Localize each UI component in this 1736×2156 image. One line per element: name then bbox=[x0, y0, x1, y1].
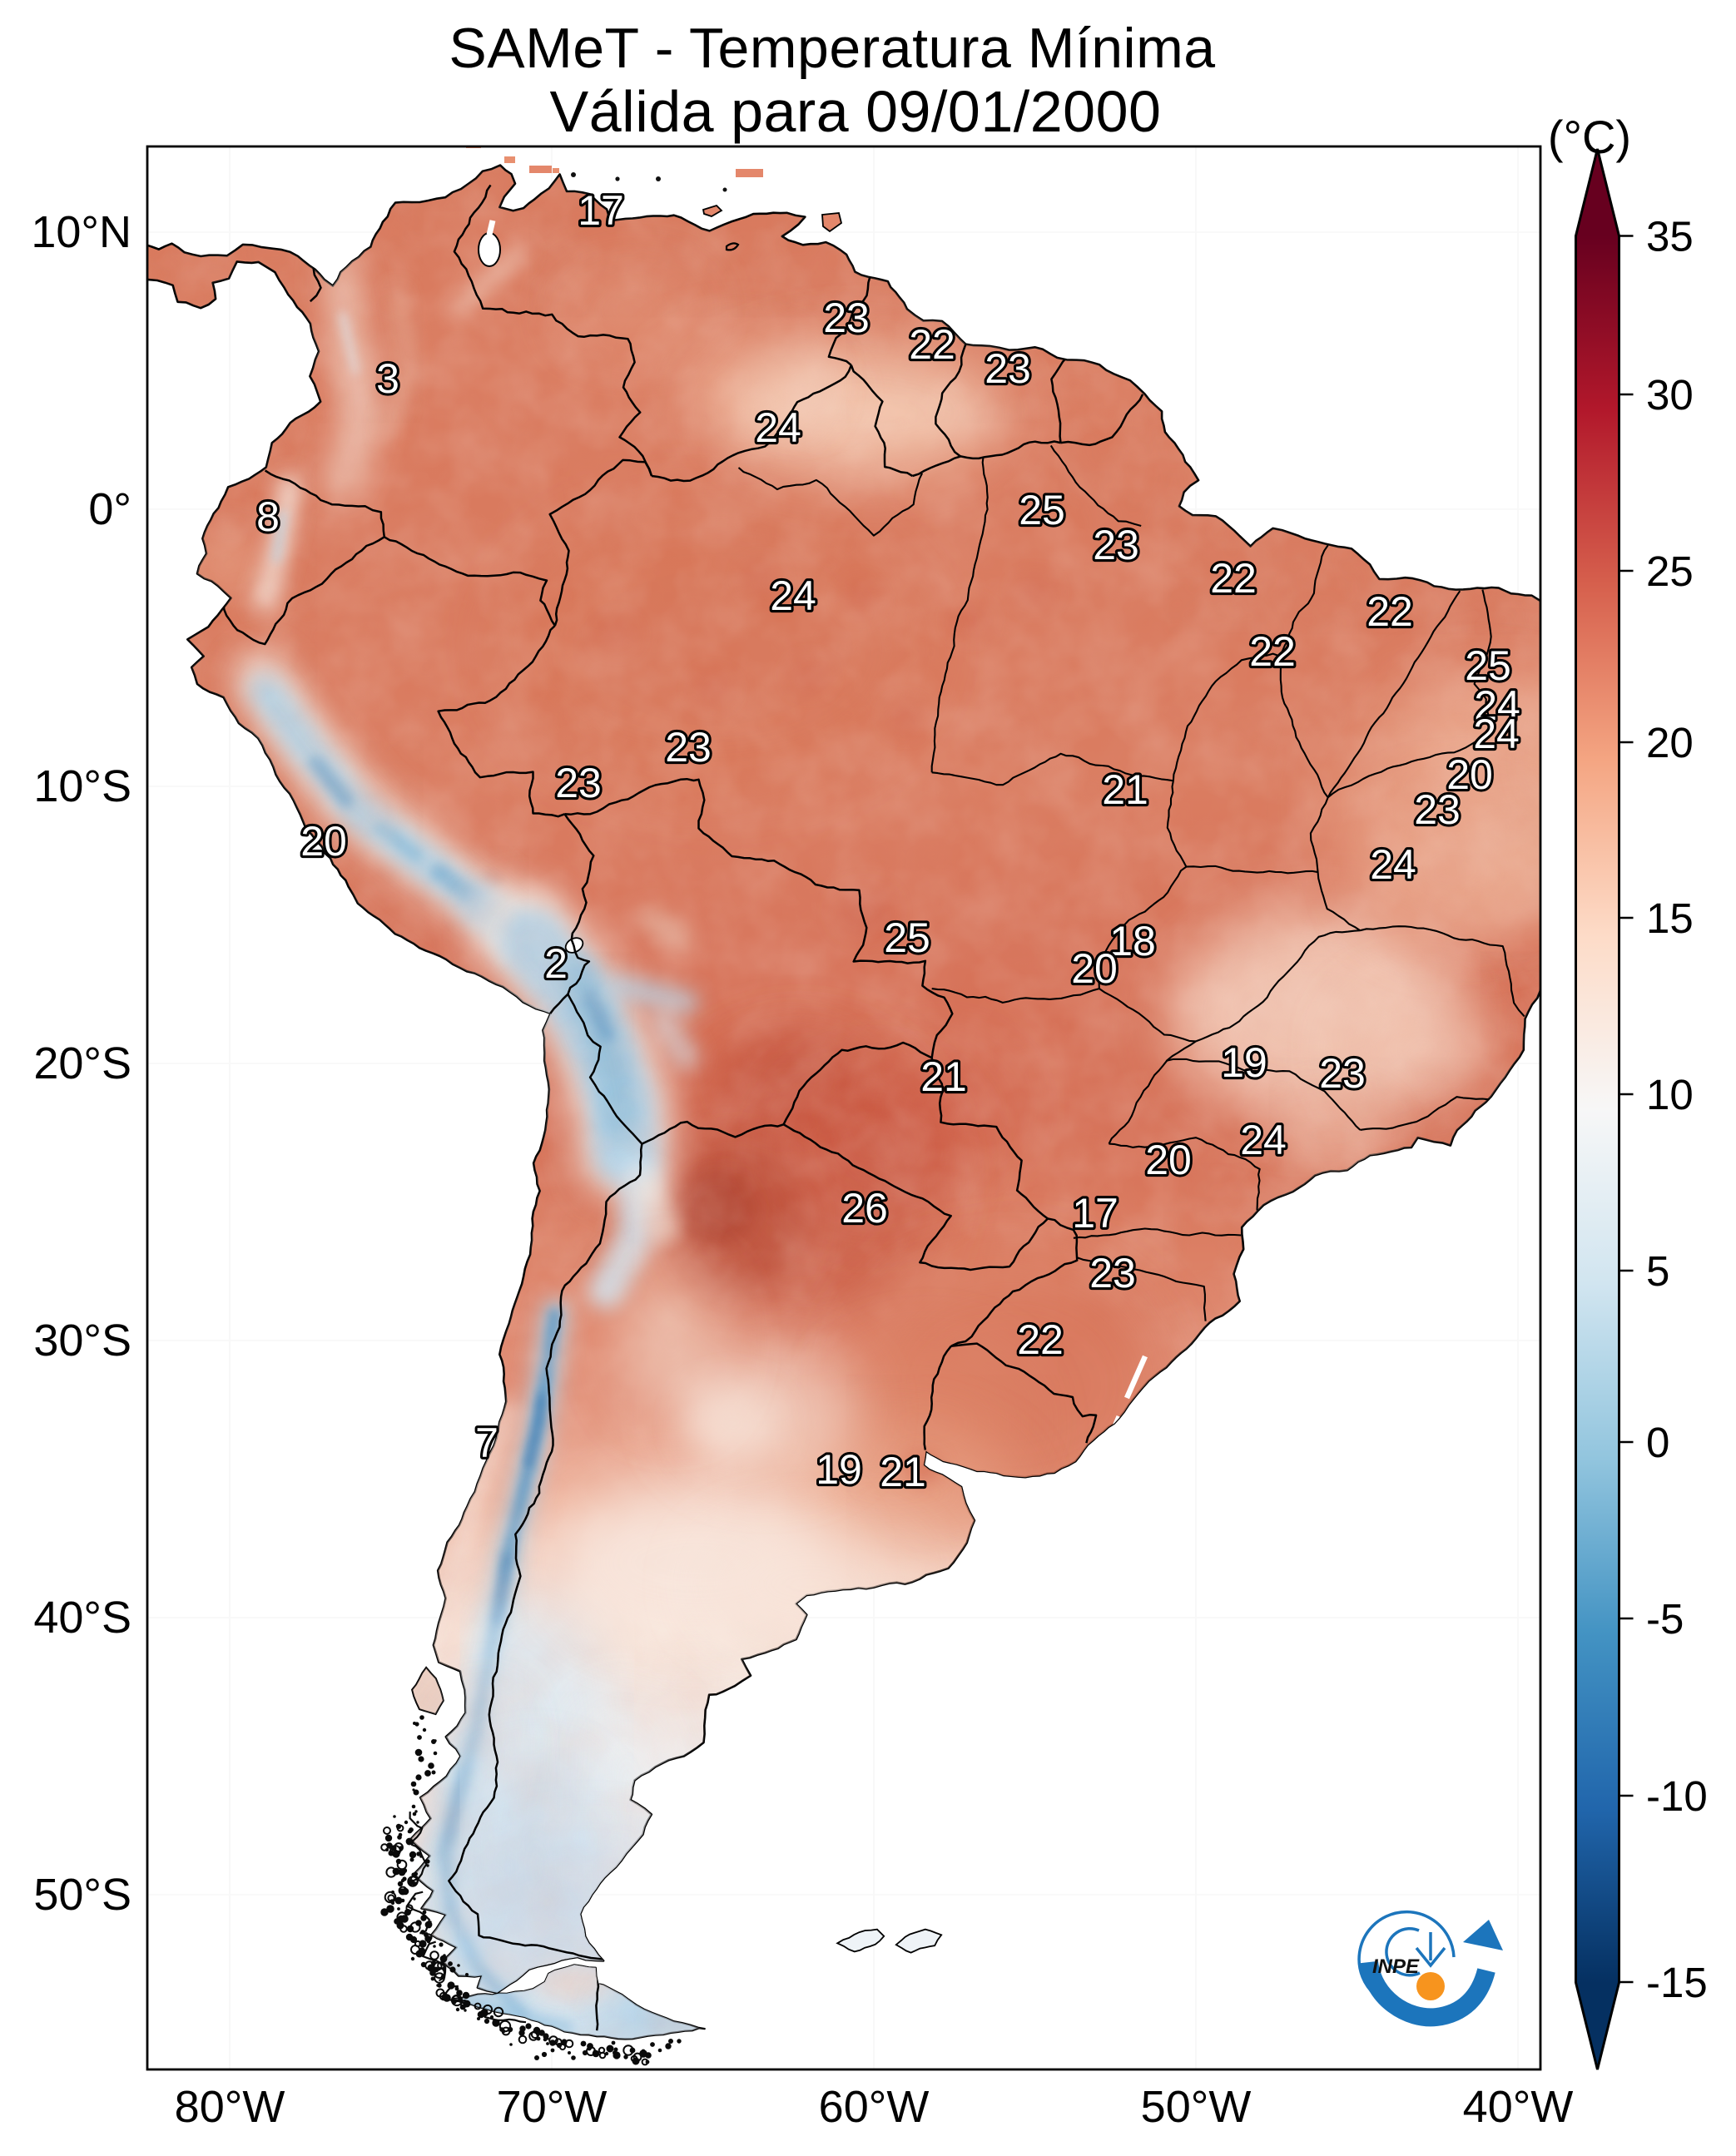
svg-text:INPE: INPE bbox=[1372, 1955, 1420, 1978]
svg-text:-10: -10 bbox=[1646, 1772, 1708, 1820]
svg-text:25: 25 bbox=[1465, 642, 1511, 689]
svg-text:40°S: 40°S bbox=[33, 1593, 131, 1643]
svg-text:23: 23 bbox=[665, 724, 712, 771]
svg-text:24: 24 bbox=[770, 572, 816, 619]
svg-text:-15: -15 bbox=[1646, 1959, 1708, 2006]
svg-text:20: 20 bbox=[1646, 719, 1694, 766]
svg-text:30: 30 bbox=[1646, 371, 1694, 419]
svg-text:35: 35 bbox=[1646, 213, 1694, 260]
svg-text:50°W: 50°W bbox=[1141, 2082, 1252, 2132]
svg-text:24: 24 bbox=[1473, 711, 1520, 757]
svg-text:40°W: 40°W bbox=[1463, 2082, 1574, 2132]
svg-text:22: 22 bbox=[1249, 628, 1296, 675]
svg-text:22: 22 bbox=[1210, 555, 1257, 602]
svg-text:23: 23 bbox=[555, 760, 602, 806]
svg-text:20: 20 bbox=[300, 818, 347, 865]
svg-text:21: 21 bbox=[1102, 766, 1148, 813]
svg-text:10°N: 10°N bbox=[31, 207, 131, 257]
svg-text:5: 5 bbox=[1646, 1247, 1669, 1295]
svg-text:19: 19 bbox=[1221, 1039, 1267, 1086]
svg-text:SAMeT - Temperatura Mínima: SAMeT - Temperatura Mínima bbox=[449, 17, 1215, 80]
svg-text:25: 25 bbox=[884, 914, 930, 961]
svg-text:21: 21 bbox=[920, 1053, 967, 1100]
svg-text:20: 20 bbox=[1071, 945, 1118, 992]
svg-text:17: 17 bbox=[1072, 1190, 1118, 1237]
svg-text:22: 22 bbox=[1366, 588, 1413, 635]
svg-text:10: 10 bbox=[1646, 1071, 1694, 1118]
svg-text:23: 23 bbox=[823, 295, 870, 341]
svg-text:23: 23 bbox=[1414, 786, 1461, 833]
svg-text:30°S: 30°S bbox=[33, 1316, 131, 1365]
svg-text:7: 7 bbox=[475, 1420, 498, 1466]
svg-text:(°C): (°C) bbox=[1548, 111, 1631, 163]
svg-text:17: 17 bbox=[578, 187, 624, 234]
svg-text:15: 15 bbox=[1646, 895, 1694, 942]
svg-text:80°W: 80°W bbox=[175, 2082, 285, 2132]
svg-text:0°: 0° bbox=[88, 484, 131, 534]
svg-text:22: 22 bbox=[1017, 1316, 1064, 1363]
svg-text:23: 23 bbox=[1089, 1250, 1136, 1296]
svg-text:23: 23 bbox=[985, 345, 1031, 392]
svg-text:24: 24 bbox=[1370, 841, 1416, 888]
svg-text:23: 23 bbox=[1319, 1050, 1366, 1097]
svg-text:3: 3 bbox=[376, 355, 399, 402]
svg-text:26: 26 bbox=[841, 1185, 888, 1232]
svg-text:60°W: 60°W bbox=[819, 2082, 930, 2132]
svg-text:24: 24 bbox=[1240, 1117, 1287, 1163]
svg-text:0: 0 bbox=[1646, 1419, 1669, 1466]
svg-text:2: 2 bbox=[544, 940, 568, 987]
svg-text:22: 22 bbox=[909, 321, 955, 368]
svg-text:Válida para 09/01/2000: Válida para 09/01/2000 bbox=[550, 79, 1162, 144]
svg-text:21: 21 bbox=[880, 1449, 926, 1495]
svg-text:20°S: 20°S bbox=[33, 1038, 131, 1088]
svg-text:20: 20 bbox=[1145, 1137, 1192, 1183]
svg-text:20: 20 bbox=[1446, 751, 1493, 798]
svg-text:19: 19 bbox=[816, 1446, 862, 1493]
svg-text:-5: -5 bbox=[1646, 1595, 1684, 1643]
svg-text:23: 23 bbox=[1093, 522, 1139, 568]
svg-text:50°S: 50°S bbox=[33, 1870, 131, 1920]
svg-text:24: 24 bbox=[755, 404, 801, 451]
svg-text:25: 25 bbox=[1646, 548, 1694, 595]
svg-text:25: 25 bbox=[1019, 487, 1065, 533]
svg-text:18: 18 bbox=[1109, 918, 1156, 964]
svg-text:70°W: 70°W bbox=[497, 2082, 608, 2132]
svg-text:8: 8 bbox=[256, 493, 280, 540]
svg-text:24: 24 bbox=[1474, 682, 1520, 729]
svg-text:10°S: 10°S bbox=[33, 761, 131, 811]
